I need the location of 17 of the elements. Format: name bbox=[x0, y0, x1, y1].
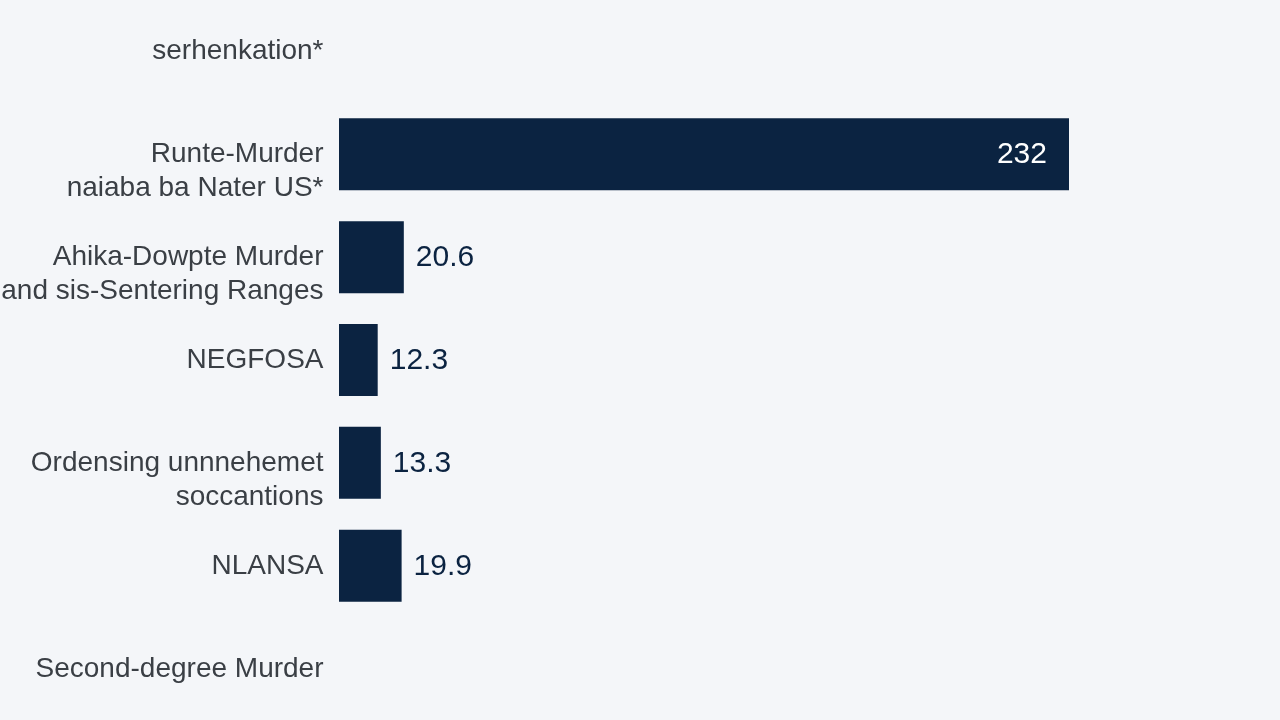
bar bbox=[339, 118, 1069, 191]
data-label: 13.3 bbox=[392, 444, 452, 478]
bar bbox=[339, 324, 378, 396]
bar bbox=[339, 529, 402, 602]
y-tick-label: NEGFOSA bbox=[186, 343, 324, 374]
y-tick-label: Second-degree Murder bbox=[35, 651, 324, 683]
y-tick-label: NLANSA bbox=[211, 548, 324, 580]
y-tick-label: Ahika-Dowpte Murder and sis-Sentering Ranges bbox=[1, 240, 324, 306]
y-tick-label: serhenkation* bbox=[152, 34, 324, 66]
y-tick-label: Ordensing unnnehemet soccantions bbox=[30, 445, 324, 511]
data-label: 232 bbox=[996, 136, 1047, 170]
data-label: 20.6 bbox=[415, 239, 475, 273]
y-tick-label: Runte-Murder naiaba ba Nater US* bbox=[66, 137, 324, 203]
bar bbox=[339, 221, 404, 294]
data-label: 19.9 bbox=[413, 547, 473, 581]
bar bbox=[339, 426, 381, 499]
data-label: 12.3 bbox=[389, 342, 449, 375]
